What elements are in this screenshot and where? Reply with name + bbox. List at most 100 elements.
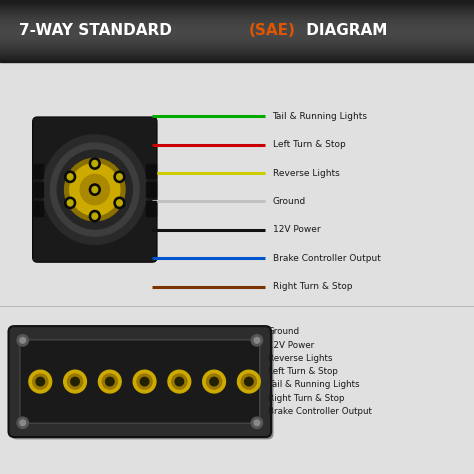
Text: Reverse Lights: Reverse Lights — [273, 169, 339, 177]
Bar — [0, 43, 474, 44]
Bar — [0, 62, 474, 474]
Text: Left Turn & Stop: Left Turn & Stop — [268, 367, 337, 376]
Bar — [0, 28, 474, 29]
Text: Tail & Running Lights: Tail & Running Lights — [273, 112, 367, 120]
Bar — [0, 1, 474, 2]
Bar — [0, 42, 474, 43]
Bar — [0, 13, 474, 14]
Bar — [0, 9, 474, 10]
Bar — [0, 60, 474, 61]
Circle shape — [210, 377, 219, 386]
Circle shape — [33, 374, 48, 389]
Bar — [0, 3, 474, 4]
Bar — [0, 59, 474, 60]
Bar — [0, 32, 474, 33]
Text: 7-WAY STANDARD: 7-WAY STANDARD — [19, 23, 177, 38]
Ellipse shape — [43, 135, 147, 245]
Ellipse shape — [92, 213, 98, 219]
Circle shape — [67, 374, 82, 389]
Circle shape — [20, 337, 26, 343]
Bar — [0, 35, 474, 36]
Text: Brake Controller Output: Brake Controller Output — [273, 254, 381, 263]
Bar — [0, 36, 474, 37]
Circle shape — [102, 374, 118, 389]
Bar — [0, 58, 474, 59]
Circle shape — [241, 374, 256, 389]
Bar — [0, 21, 474, 22]
Circle shape — [254, 420, 260, 426]
Bar — [34, 182, 43, 197]
Circle shape — [203, 370, 226, 393]
Ellipse shape — [92, 187, 98, 193]
Circle shape — [17, 335, 28, 346]
Bar — [0, 40, 474, 41]
Ellipse shape — [114, 171, 125, 182]
Bar — [0, 5, 474, 6]
Bar — [0, 53, 474, 54]
Circle shape — [175, 377, 183, 386]
Bar — [0, 19, 474, 20]
Circle shape — [29, 370, 52, 393]
Bar — [0, 23, 474, 24]
Bar — [0, 8, 474, 9]
Bar — [0, 6, 474, 7]
Bar — [0, 57, 474, 58]
Text: Left Turn & Stop: Left Turn & Stop — [273, 140, 345, 149]
Text: Brake Controller Output: Brake Controller Output — [268, 407, 372, 416]
Bar — [0, 10, 474, 11]
Bar — [0, 49, 474, 50]
Ellipse shape — [92, 160, 98, 167]
Ellipse shape — [64, 197, 75, 209]
Bar — [0, 52, 474, 53]
Circle shape — [17, 417, 28, 428]
Circle shape — [71, 377, 79, 386]
Bar — [0, 38, 474, 39]
Bar — [0, 26, 474, 27]
Text: Ground: Ground — [273, 197, 306, 206]
Bar — [0, 24, 474, 25]
Circle shape — [172, 374, 187, 389]
Bar — [0, 41, 474, 42]
Bar — [0, 31, 474, 32]
Circle shape — [36, 377, 45, 386]
Bar — [0, 2, 474, 3]
Bar — [0, 54, 474, 55]
Circle shape — [140, 377, 149, 386]
Bar — [0, 56, 474, 57]
FancyBboxPatch shape — [11, 328, 273, 439]
Bar — [0, 45, 474, 46]
Ellipse shape — [67, 200, 73, 206]
FancyBboxPatch shape — [33, 117, 157, 262]
Circle shape — [254, 337, 260, 343]
Bar — [0, 22, 474, 23]
Circle shape — [245, 377, 253, 386]
Circle shape — [251, 335, 263, 346]
Circle shape — [99, 370, 121, 393]
Circle shape — [20, 420, 26, 426]
Ellipse shape — [67, 174, 73, 180]
Bar — [0, 37, 474, 38]
Bar — [0, 20, 474, 21]
Circle shape — [207, 374, 222, 389]
Bar — [0, 25, 474, 26]
Ellipse shape — [90, 158, 100, 169]
Circle shape — [137, 374, 152, 389]
Circle shape — [133, 370, 156, 393]
Circle shape — [106, 377, 114, 386]
Text: Tail & Running Lights: Tail & Running Lights — [268, 381, 359, 389]
Bar — [146, 164, 156, 178]
Bar — [0, 30, 474, 31]
Ellipse shape — [114, 197, 125, 209]
Circle shape — [251, 417, 263, 428]
Bar — [34, 201, 43, 216]
Circle shape — [168, 370, 191, 393]
Circle shape — [64, 370, 86, 393]
Bar — [0, 39, 474, 40]
Bar — [0, 16, 474, 17]
Text: Right Turn & Stop: Right Turn & Stop — [273, 283, 352, 291]
Bar — [0, 12, 474, 13]
Bar — [0, 17, 474, 18]
Text: (SAE): (SAE) — [249, 23, 296, 38]
Ellipse shape — [90, 184, 100, 195]
Bar — [146, 201, 156, 216]
